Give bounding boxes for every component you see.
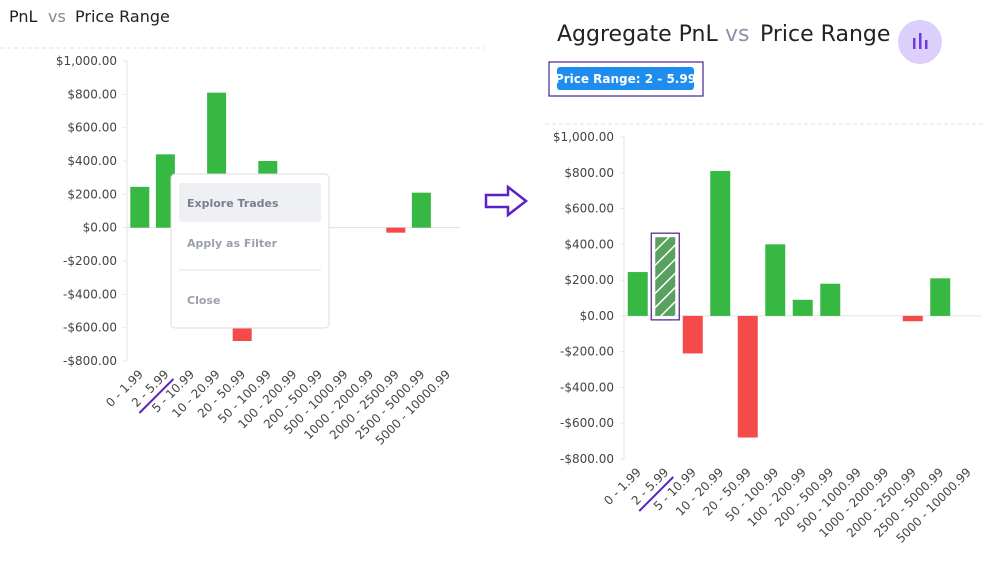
y-tick-label: $600.00 — [564, 202, 614, 216]
right-title-dimension: Price Range — [760, 22, 890, 47]
y-tick-label: $800.00 — [67, 87, 117, 101]
bar — [386, 227, 406, 233]
y-tick-label: $400.00 — [564, 237, 614, 251]
y-tick-label: $1,000.00 — [56, 54, 117, 68]
annotation-underline — [638, 476, 674, 512]
y-tick-label: -$200.00 — [63, 254, 117, 268]
annotation-box — [548, 61, 704, 97]
y-tick-label: $1,000.00 — [553, 130, 614, 144]
filter-chip-label: Price Range: 2 - 5.99 — [555, 72, 696, 86]
bar — [627, 272, 648, 316]
menu-item[interactable]: Explore Trades — [187, 197, 279, 210]
bar — [737, 315, 758, 438]
y-tick-label: -$600.00 — [560, 416, 614, 430]
y-tick-label: -$200.00 — [560, 345, 614, 359]
bar — [792, 299, 813, 316]
bar — [655, 237, 676, 316]
right-chart: $1,000.00 $800.00 $600.00 $400.00 $200.00 $0.… — [553, 130, 981, 546]
annotation-arrow — [484, 184, 529, 218]
left-title-metric: PnL — [9, 7, 38, 26]
right-title-metric: Aggregate PnL — [557, 22, 719, 47]
menu-item[interactable]: Close — [187, 294, 220, 307]
annotation-underline — [138, 378, 175, 414]
menu-hover — [179, 183, 321, 222]
chart-type-button[interactable] — [898, 20, 942, 64]
y-tick-label: -$400.00 — [63, 287, 117, 301]
y-tick-label: $400.00 — [67, 154, 117, 168]
y-tick-label: $0.00 — [580, 309, 614, 323]
y-tick-label: -$600.00 — [63, 321, 117, 335]
y-tick-label: -$400.00 — [560, 380, 614, 394]
bar — [682, 315, 703, 354]
bar — [155, 154, 175, 228]
y-tick-label: $600.00 — [67, 121, 117, 135]
left-title-vs: vs — [48, 7, 66, 26]
bar — [130, 186, 150, 228]
y-tick-label: $0.00 — [83, 221, 117, 235]
y-tick-label: $200.00 — [564, 273, 614, 287]
bar — [710, 170, 731, 316]
y-tick-label: $800.00 — [564, 166, 614, 180]
right-title-vs: vs — [725, 22, 749, 47]
bar — [765, 244, 786, 316]
bar — [820, 283, 841, 316]
menu-item[interactable]: Apply as Filter — [187, 237, 278, 250]
left-title-dimension: Price Range — [75, 7, 170, 26]
y-tick-label: -$800.00 — [63, 354, 117, 368]
bar — [930, 278, 951, 316]
bar — [902, 315, 923, 322]
selection-box — [650, 232, 680, 321]
filter-chip[interactable] — [557, 67, 694, 90]
y-tick-label: $200.00 — [67, 187, 117, 201]
context-menu: Explore Trades Apply as Filter Close — [170, 173, 330, 329]
y-tick-label: -$800.00 — [560, 452, 614, 466]
bar — [411, 192, 431, 228]
